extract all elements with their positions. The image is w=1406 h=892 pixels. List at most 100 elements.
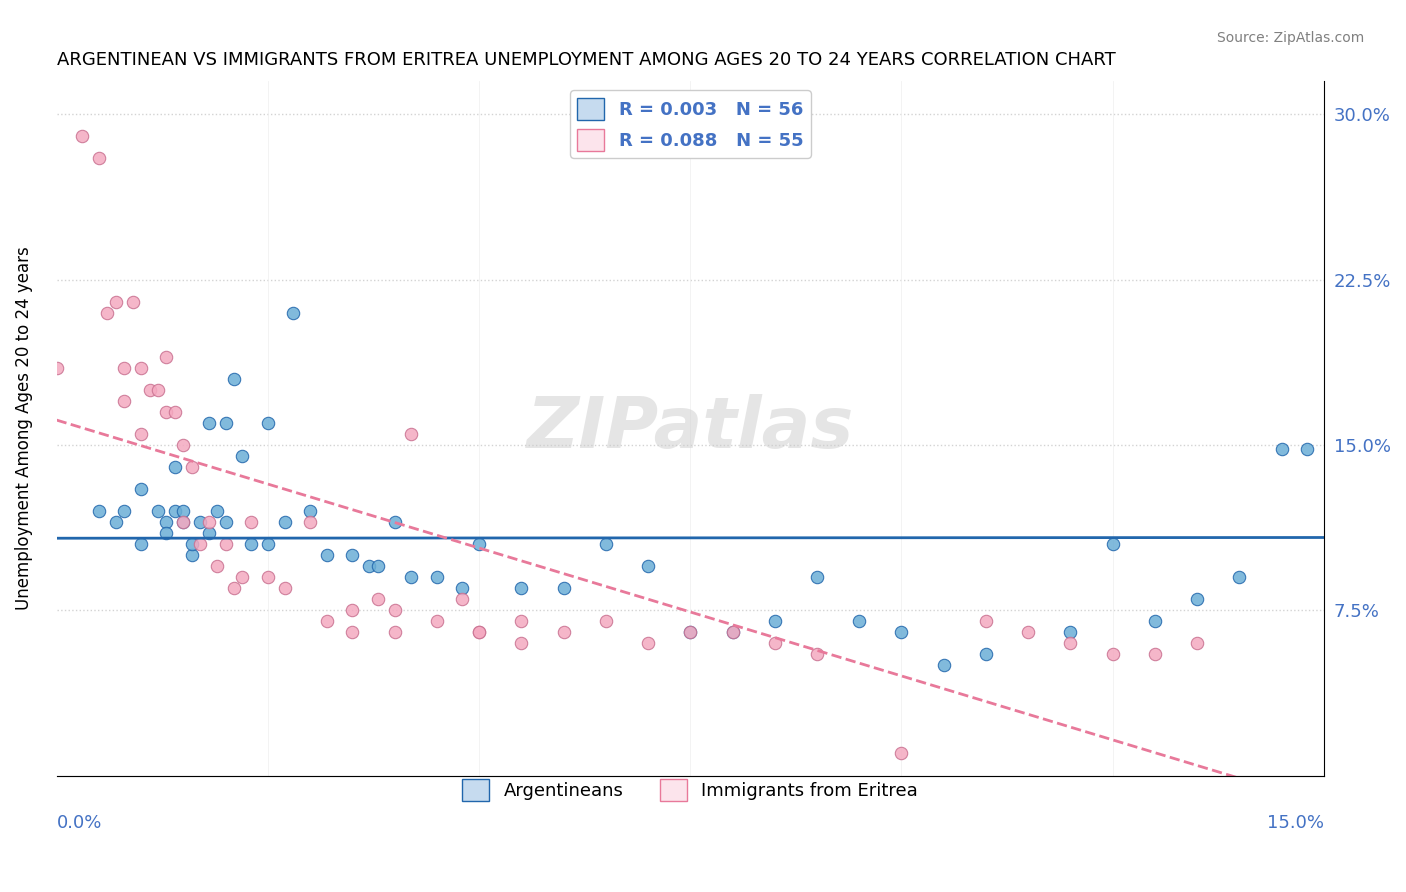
Point (1101, 648, 1123, 662)
Point (426, 614, 449, 628)
Point (188, 515, 211, 529)
Point (163, 460, 186, 475)
Point (129, 482, 152, 496)
Point (121, 294, 143, 309)
Point (155, 350, 177, 364)
Point (553, 625, 575, 640)
Point (197, 416, 219, 430)
Point (806, 570, 828, 584)
Point (1059, 625, 1081, 640)
Point (172, 515, 194, 529)
Point (451, 581, 474, 595)
Point (401, 426, 423, 441)
Point (401, 570, 423, 584)
Point (510, 581, 533, 595)
Point (104, 515, 127, 529)
Point (70, 129, 93, 144)
Point (155, 405, 177, 419)
Point (256, 570, 278, 584)
Point (155, 526, 177, 541)
Point (239, 537, 262, 551)
Point (1185, 636, 1208, 650)
Point (231, 449, 253, 463)
Point (359, 559, 381, 574)
Point (316, 614, 339, 628)
Point (231, 570, 253, 584)
Point (1185, 592, 1208, 607)
Legend: Argentineans, Immigrants from Eritrea: Argentineans, Immigrants from Eritrea (456, 772, 925, 808)
Point (806, 648, 828, 662)
Point (299, 504, 322, 518)
Point (1229, 570, 1251, 584)
Point (112, 360, 135, 375)
Point (468, 625, 491, 640)
Point (384, 515, 406, 529)
Point (637, 559, 659, 574)
Point (163, 504, 186, 518)
Point (595, 537, 617, 551)
Point (316, 548, 339, 562)
Point (510, 614, 533, 628)
Point (197, 515, 219, 529)
Point (172, 438, 194, 452)
Point (256, 416, 278, 430)
Point (180, 548, 202, 562)
Point (138, 383, 160, 397)
Point (1143, 614, 1166, 628)
Point (1017, 625, 1039, 640)
Point (763, 636, 786, 650)
Point (848, 614, 870, 628)
Point (45, 360, 67, 375)
Point (468, 625, 491, 640)
Point (384, 625, 406, 640)
Point (1059, 636, 1081, 650)
Point (384, 603, 406, 617)
Point (342, 548, 364, 562)
Text: ZIPatlas: ZIPatlas (527, 394, 853, 463)
Point (172, 515, 194, 529)
Point (679, 625, 702, 640)
Point (595, 614, 617, 628)
Point (214, 416, 236, 430)
Point (890, 747, 912, 761)
Point (367, 559, 389, 574)
Point (87, 504, 110, 518)
Text: Source: ZipAtlas.com: Source: ZipAtlas.com (1216, 31, 1364, 45)
Point (163, 405, 186, 419)
Y-axis label: Unemployment Among Ages 20 to 24 years: Unemployment Among Ages 20 to 24 years (15, 246, 32, 610)
Point (426, 570, 449, 584)
Point (367, 592, 389, 607)
Point (129, 426, 152, 441)
Text: ARGENTINEAN VS IMMIGRANTS FROM ERITREA UNEMPLOYMENT AMONG AGES 20 TO 24 YEARS CO: ARGENTINEAN VS IMMIGRANTS FROM ERITREA U… (56, 51, 1115, 69)
Point (155, 515, 177, 529)
Point (974, 614, 997, 628)
Point (222, 372, 245, 386)
Point (342, 603, 364, 617)
Point (205, 559, 228, 574)
Point (112, 504, 135, 518)
Text: 0.0%: 0.0% (56, 814, 103, 832)
Point (721, 625, 744, 640)
Point (180, 460, 202, 475)
Point (274, 515, 297, 529)
Point (197, 526, 219, 541)
Point (96, 306, 118, 320)
Point (283, 306, 305, 320)
Point (214, 537, 236, 551)
Point (172, 504, 194, 518)
Point (299, 515, 322, 529)
Point (637, 636, 659, 650)
Point (222, 581, 245, 595)
Point (239, 515, 262, 529)
Point (763, 614, 786, 628)
Point (129, 537, 152, 551)
Point (180, 537, 202, 551)
Point (721, 625, 744, 640)
Point (205, 504, 228, 518)
Point (146, 383, 169, 397)
Point (274, 581, 297, 595)
Point (87, 152, 110, 166)
Point (256, 537, 278, 551)
Point (1271, 442, 1294, 457)
Text: 15.0%: 15.0% (1267, 814, 1324, 832)
